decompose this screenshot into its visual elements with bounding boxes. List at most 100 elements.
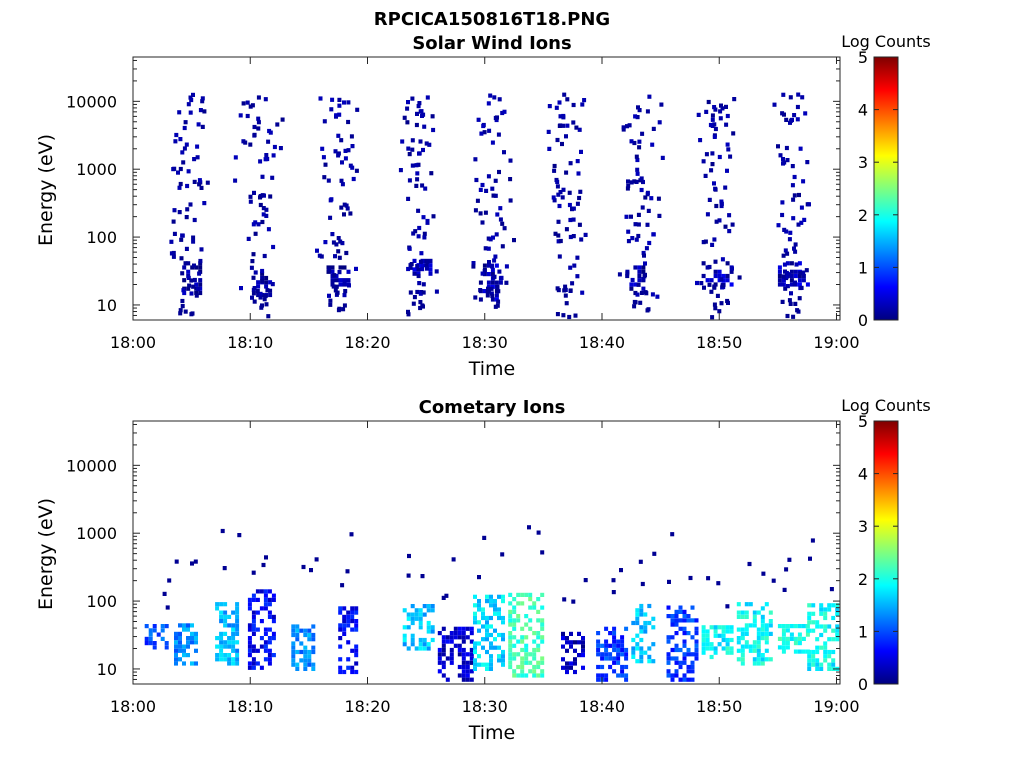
heatmap-cell [778, 153, 783, 158]
heatmap-cell [651, 616, 656, 621]
heatmap-cell [338, 282, 343, 287]
heatmap-cell [777, 645, 782, 650]
heatmap-cell [639, 608, 644, 613]
heatmap-cell [781, 649, 786, 654]
heatmap-cell [336, 249, 341, 254]
x-axis-label-solar-wind: Time [468, 358, 516, 380]
heatmap-cell [253, 231, 258, 236]
heatmap-cell [632, 140, 637, 146]
heatmap-cell [180, 150, 185, 155]
heatmap-cell [264, 280, 269, 285]
heatmap-cell [291, 649, 296, 655]
heatmap-cell [725, 273, 730, 279]
heatmap-cell [524, 622, 529, 627]
heatmap-cell [528, 605, 533, 610]
heatmap-cell [478, 288, 483, 293]
heatmap-cell [494, 117, 499, 123]
heatmap-cell [536, 664, 541, 670]
heatmap-cell [346, 119, 351, 125]
heatmap-cell [263, 589, 268, 594]
heatmap-cell [307, 637, 312, 642]
heatmap-cell [789, 282, 794, 287]
heatmap-cell [524, 660, 529, 665]
heatmap-cell [574, 125, 579, 130]
heatmap-cell [811, 662, 816, 667]
heatmap-cell [345, 569, 350, 574]
heatmap-cell [536, 530, 541, 535]
heatmap-cell [596, 631, 601, 636]
heatmap-cell [799, 285, 804, 290]
heatmap-cell [497, 654, 501, 659]
heatmap-cell [787, 237, 792, 242]
heatmap-cell [798, 146, 803, 151]
heatmap-cell [421, 290, 426, 295]
heatmap-cell [627, 123, 632, 128]
heatmap-cell [657, 120, 662, 125]
heatmap-cell [179, 237, 184, 242]
heatmap-cell [643, 620, 648, 626]
heatmap-cell [198, 282, 203, 287]
heatmap-cell [256, 222, 261, 227]
heatmap-cell [219, 614, 224, 619]
heatmap-cell [536, 618, 541, 623]
heatmap-cell [489, 291, 494, 296]
heatmap-cell [633, 265, 638, 270]
heatmap-cell [721, 633, 726, 638]
heatmap-cell [418, 139, 423, 144]
heatmap-cell [596, 673, 601, 678]
heatmap-cell [536, 597, 541, 602]
heatmap-cell [184, 215, 189, 220]
heatmap-cell [256, 116, 261, 121]
heatmap-cell [196, 286, 201, 291]
heatmap-cell [760, 653, 765, 658]
heatmap-cell [797, 282, 802, 287]
heatmap-cell [264, 302, 269, 307]
heatmap-cell [248, 194, 253, 199]
heatmap-cell [267, 602, 272, 607]
heatmap-cell [260, 275, 265, 281]
heatmap-cell [418, 642, 423, 647]
heatmap-cell [489, 641, 493, 646]
heatmap-cell [520, 660, 525, 665]
heatmap-cell [492, 274, 497, 279]
heatmap-cell [349, 134, 354, 139]
heatmap-cell [577, 222, 582, 227]
heatmap-cell [656, 196, 661, 201]
heatmap-cell [255, 597, 260, 602]
heatmap-cell [596, 677, 601, 682]
heatmap-cell [441, 647, 446, 653]
heatmap-cell [334, 284, 339, 289]
heatmap-cell [231, 648, 236, 653]
heatmap-cell [445, 677, 450, 682]
heatmap-cell [164, 641, 169, 646]
heatmap-cell [717, 625, 722, 630]
heatmap-cell [612, 647, 617, 653]
heatmap-cell [314, 557, 319, 562]
heatmap-cell [690, 677, 695, 682]
heatmap-cell [311, 662, 316, 667]
heatmap-cell [781, 624, 786, 629]
heatmap-cell [561, 313, 566, 318]
heatmap-cell [449, 631, 454, 636]
heatmap-cell [315, 248, 319, 253]
heatmap-cell [488, 93, 493, 98]
heatmap-cell [638, 300, 643, 305]
heatmap-cell [199, 247, 204, 252]
heatmap-cell [620, 669, 625, 674]
x-tick-label: 18:10 [227, 697, 273, 716]
heatmap-cell [787, 272, 792, 277]
heatmap-cell [717, 633, 722, 638]
heatmap-cell [789, 632, 794, 637]
heatmap-cell [740, 614, 745, 619]
heatmap-cell [781, 161, 785, 166]
heatmap-cell [701, 240, 706, 245]
heatmap-cell [500, 110, 505, 116]
heatmap-cell [641, 265, 646, 270]
heatmap-cell [811, 603, 816, 608]
heatmap-cell [326, 178, 331, 183]
heatmap-cell [678, 660, 683, 665]
heatmap-cell [190, 661, 194, 666]
heatmap-cell [801, 270, 806, 275]
heatmap-cell [827, 637, 832, 642]
